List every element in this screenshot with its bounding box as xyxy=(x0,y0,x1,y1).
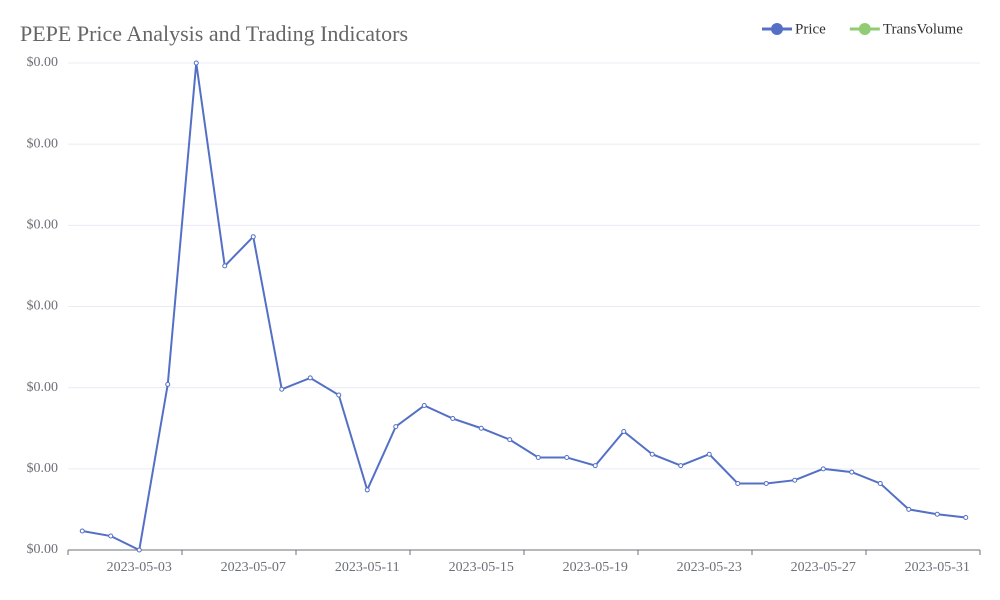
y-tick-label: $0.00 xyxy=(27,299,59,314)
price-line xyxy=(82,62,966,552)
point xyxy=(849,469,855,475)
chart-title: PEPE Price Analysis and Trading Indicato… xyxy=(20,21,408,46)
point xyxy=(792,477,798,483)
point xyxy=(564,454,570,460)
point xyxy=(621,428,627,434)
point xyxy=(307,375,313,381)
point xyxy=(535,454,541,460)
x-tick-label: 2023-05-03 xyxy=(107,560,172,575)
point xyxy=(763,480,769,486)
y-tick-label: $0.00 xyxy=(27,542,59,557)
point xyxy=(735,480,741,486)
point xyxy=(934,511,940,517)
point xyxy=(364,487,370,493)
x-tick-label: 2023-05-31 xyxy=(905,560,970,575)
y-tick-label: $0.00 xyxy=(27,461,59,476)
x-tick-label: 2023-05-07 xyxy=(221,560,286,575)
x-tick-label: 2023-05-23 xyxy=(677,560,742,575)
y-tick-label: $0.00 xyxy=(27,218,59,233)
x-tick-label: 2023-05-27 xyxy=(791,560,856,575)
point xyxy=(820,466,826,472)
point xyxy=(877,480,883,486)
legend-marker xyxy=(771,23,783,35)
point xyxy=(906,506,912,512)
point xyxy=(79,528,85,534)
point xyxy=(706,451,712,457)
point xyxy=(165,381,171,387)
legend-label: Price xyxy=(795,21,826,37)
point xyxy=(649,451,655,457)
point xyxy=(592,463,598,469)
point xyxy=(393,424,399,430)
x-tick-label: 2023-05-19 xyxy=(563,560,628,575)
point xyxy=(507,437,513,443)
point xyxy=(136,547,142,553)
point xyxy=(250,234,256,240)
y-tick-label: $0.00 xyxy=(27,136,59,151)
point xyxy=(108,533,114,539)
y-tick-label: $0.00 xyxy=(27,380,59,395)
point xyxy=(336,392,342,398)
y-tick-label: $0.00 xyxy=(27,55,59,70)
point xyxy=(222,263,228,269)
point xyxy=(193,60,199,66)
point xyxy=(450,416,456,422)
legend-marker xyxy=(858,23,871,35)
legend-label: TransVolume xyxy=(883,21,963,37)
point xyxy=(678,463,684,469)
x-tick-label: 2023-05-11 xyxy=(335,560,400,575)
point xyxy=(963,515,969,521)
point xyxy=(421,403,427,409)
point xyxy=(279,386,285,392)
x-tick-label: 2023-05-15 xyxy=(449,560,514,575)
point xyxy=(478,425,484,431)
